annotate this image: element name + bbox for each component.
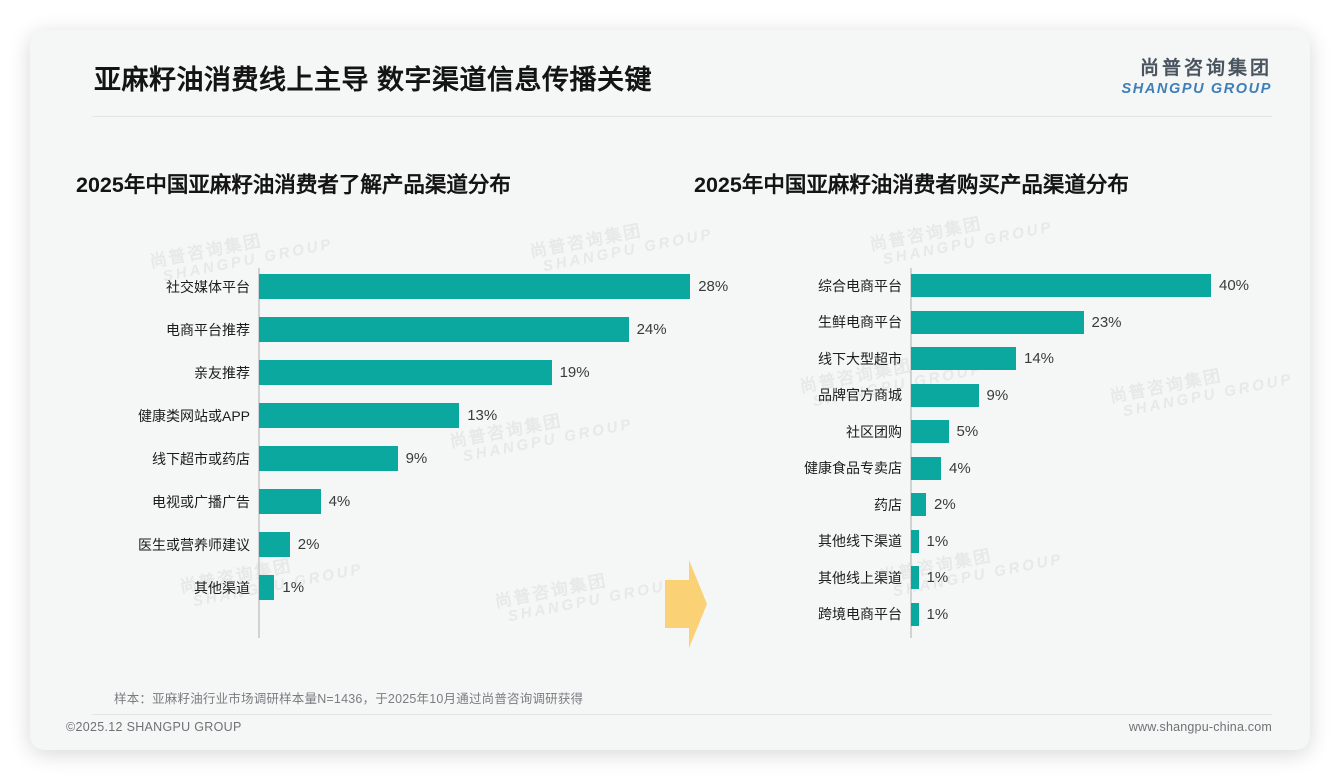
bar-segment — [259, 575, 275, 600]
chart-axis-line — [910, 268, 912, 638]
bar-row: 医生或营养师建议 2% — [46, 532, 686, 557]
bar-value-label: 1% — [926, 605, 949, 623]
charts-area: 2025年中国亚麻籽油消费者了解产品渠道分布 社交媒体平台 28% 电商平台推荐 24… — [30, 118, 1310, 678]
bar-category-label: 亲友推荐 — [194, 364, 250, 381]
bar-segment — [911, 383, 979, 407]
flow-arrow-icon — [665, 560, 707, 648]
bar-segment — [911, 274, 1211, 297]
bar-category-label: 健康类网站或APP — [137, 407, 250, 424]
bar-segment — [259, 532, 290, 557]
bar-segment — [911, 493, 926, 516]
bar-category-label: 医生或营养师建议 — [138, 536, 250, 553]
bar-segment — [259, 274, 691, 299]
bar-category-label: 线下大型超市 — [818, 350, 902, 367]
bar-row: 健康类网站或APP 13% — [46, 403, 686, 428]
bar-chart-awareness: 社交媒体平台 28% 电商平台推荐 24% 亲友推荐 19% 健康类网站或APP 13% 线下超… — [46, 268, 728, 638]
note-divider — [92, 714, 1272, 715]
page-title: 亚麻籽油消费线上主导 数字渠道信息传播关键 — [94, 65, 653, 95]
slide-card: 尚普咨询集团 SHANGPU GROUP 尚普咨询集团 SHANGPU GROUP … — [30, 30, 1310, 750]
bar-value-label: 19% — [559, 364, 590, 381]
bar-row: 其他线上渠道 1% — [678, 566, 1298, 589]
bar-segment — [259, 360, 552, 385]
chart-title-purchase: 2025年中国亚麻籽油消费者购买产品渠道分布 — [694, 173, 1129, 197]
bar-value-label: 2% — [297, 536, 320, 553]
bar-value-label: 9% — [405, 450, 428, 467]
bar-value-label: 1% — [282, 579, 305, 596]
brand-logo-cn: 尚普咨询集团 — [1139, 58, 1272, 79]
bar-segment — [911, 602, 919, 626]
bar-segment — [259, 317, 629, 342]
bar-category-label: 电商平台推荐 — [166, 321, 250, 338]
bar-row: 跨境电商平台 1% — [678, 602, 1298, 626]
brand-logo-en: SHANGPU GROUP — [1121, 80, 1272, 97]
bar-value-label: 1% — [926, 569, 949, 586]
bar-segment — [911, 566, 919, 589]
bar-row: 健康食品专卖店 4% — [678, 456, 1298, 480]
bar-value-label: 9% — [986, 386, 1009, 404]
footer-copyright: ©2025.12 SHANGPU GROUP — [66, 720, 242, 734]
bar-row: 社区团购 5% — [678, 420, 1298, 443]
bar-row: 线下超市或药店 9% — [46, 446, 686, 471]
bar-value-label: 4% — [949, 459, 971, 477]
footer-website: www.shangpu-china.com — [1128, 720, 1272, 734]
slide-footer: ©2025.12 SHANGPU GROUP www.shangpu-china… — [30, 714, 1310, 750]
bar-value-label: 40% — [1219, 277, 1250, 294]
bar-category-label: 其他渠道 — [194, 579, 250, 596]
bar-category-label: 综合电商平台 — [818, 277, 902, 294]
bar-row: 社交媒体平台 28% — [46, 274, 728, 299]
chart-title-awareness: 2025年中国亚麻籽油消费者了解产品渠道分布 — [76, 173, 511, 197]
bar-segment — [259, 446, 398, 471]
bar-value-label: 4% — [328, 493, 351, 510]
bar-value-label: 5% — [956, 423, 979, 440]
bar-segment — [911, 456, 941, 480]
bar-category-label: 社区团购 — [846, 423, 902, 440]
bar-segment — [259, 403, 460, 428]
bar-row: 电视或广播广告 4% — [46, 489, 686, 514]
bar-category-label: 其他线上渠道 — [818, 569, 902, 586]
bar-category-label: 品牌官方商城 — [818, 387, 902, 403]
bar-value-label: 13% — [467, 407, 498, 424]
bar-value-label: 1% — [926, 532, 949, 550]
bar-value-label: 2% — [934, 496, 956, 513]
bar-segment — [911, 529, 919, 553]
bar-row: 线下大型超市 14% — [678, 347, 1298, 370]
bar-category-label: 其他线下渠道 — [818, 533, 902, 549]
bar-category-label: 电视或广播广告 — [152, 493, 250, 510]
bar-category-label: 线下超市或药店 — [152, 450, 250, 467]
bar-category-label: 社交媒体平台 — [166, 278, 250, 295]
bar-chart-purchase: 综合电商平台 40% 生鲜电商平台 23% 线下大型超市 14% 品牌官方商城 9% 社区团购 5… — [678, 268, 1298, 638]
bar-segment — [911, 420, 949, 443]
bar-value-label: 14% — [1024, 350, 1055, 367]
bar-category-label: 药店 — [874, 496, 902, 513]
bar-row: 亲友推荐 19% — [46, 360, 686, 385]
bar-row: 综合电商平台 40% — [678, 274, 1298, 297]
bar-row: 品牌官方商城 9% — [678, 383, 1298, 407]
bar-segment — [259, 489, 321, 514]
sample-note: 样本：亚麻籽油行业市场调研样本量N=1436，于2025年10月通过尚普咨询调研… — [114, 692, 584, 706]
bar-row: 生鲜电商平台 23% — [678, 310, 1298, 334]
bar-value-label: 23% — [1091, 313, 1122, 331]
bar-row: 药店 2% — [678, 493, 1298, 516]
brand-logo: 尚普咨询集团 SHANGPU GROUP — [1121, 58, 1272, 98]
bar-category-label: 健康食品专卖店 — [804, 460, 902, 476]
chart-axis-line — [258, 268, 260, 638]
bar-category-label: 跨境电商平台 — [818, 606, 902, 622]
bar-row: 其他线下渠道 1% — [678, 529, 1298, 553]
bar-value-label: 28% — [698, 278, 729, 295]
bar-row: 其他渠道 1% — [46, 575, 686, 600]
bar-row: 电商平台推荐 24% — [46, 317, 686, 342]
header-divider — [92, 116, 1272, 117]
bar-category-label: 生鲜电商平台 — [818, 314, 902, 330]
bar-segment — [911, 347, 1016, 370]
bar-value-label: 24% — [636, 321, 667, 338]
slide-header: 亚麻籽油消费线上主导 数字渠道信息传播关键 尚普咨询集团 SHANGPU GRO… — [30, 30, 1310, 118]
bar-segment — [911, 310, 1084, 334]
